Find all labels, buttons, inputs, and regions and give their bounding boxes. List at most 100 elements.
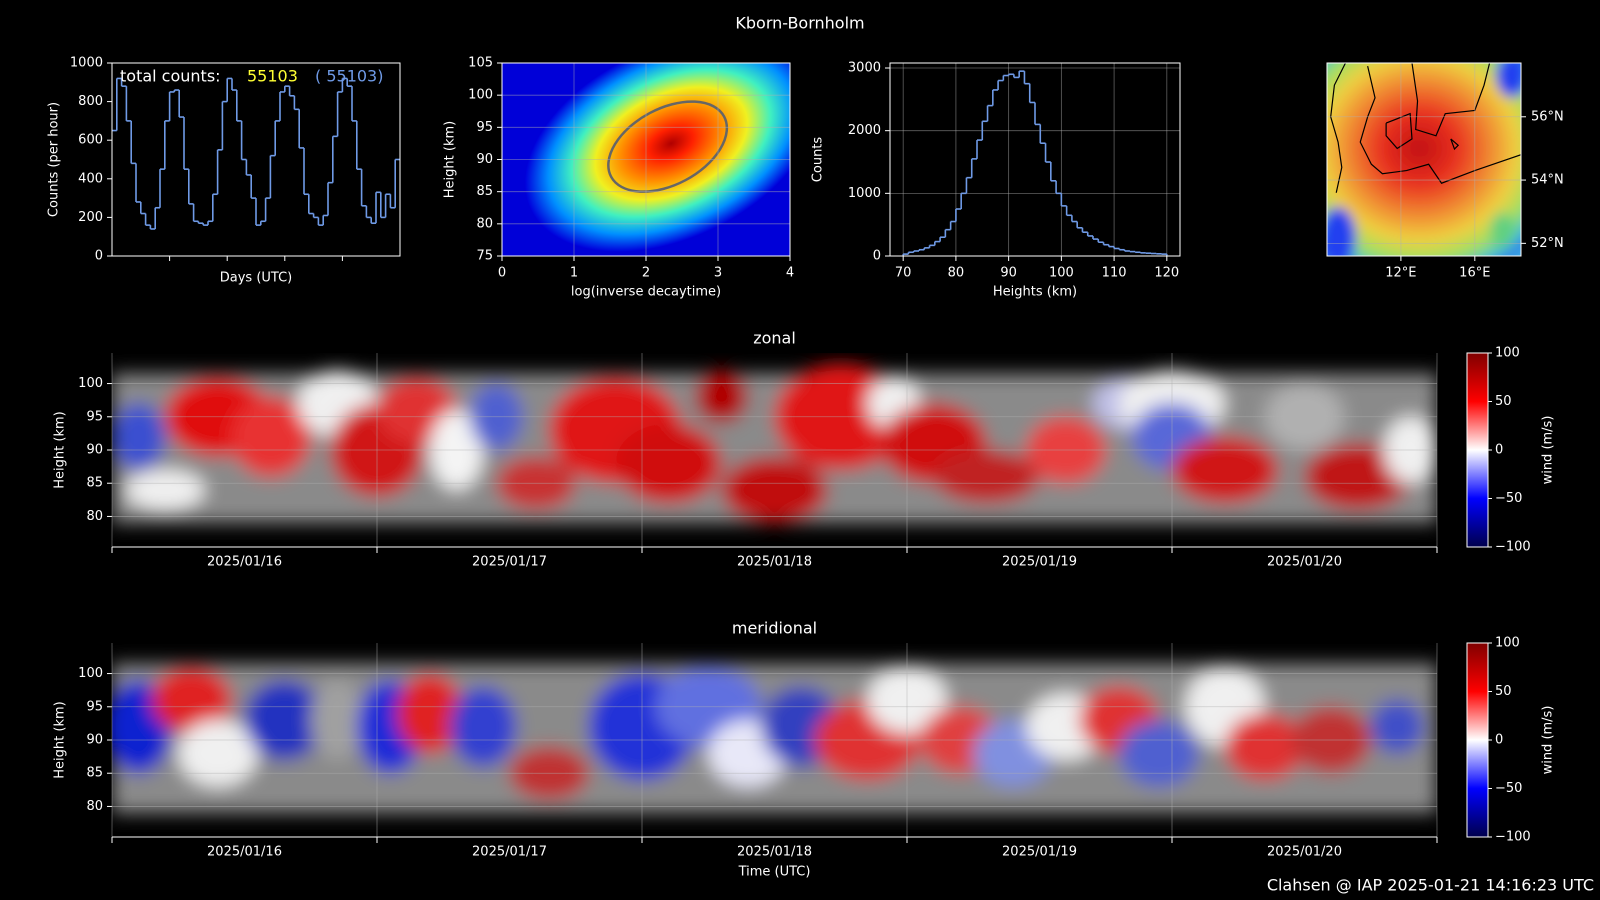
x-tick-label: 2025/01/16: [207, 555, 282, 570]
y-tick-label: 2000: [848, 123, 881, 138]
axes-frame: [889, 62, 1181, 257]
wind-blob: [1119, 720, 1199, 787]
y-tick-label: 0: [95, 249, 103, 264]
colorbar: [1466, 642, 1489, 838]
wind-blob: [310, 680, 364, 760]
annotation: ( 55103): [315, 67, 383, 86]
x-tick-label: 16°E: [1459, 266, 1490, 281]
x-tick-label: 110: [1102, 266, 1127, 281]
colorbar-tick-label: −50: [1495, 781, 1522, 796]
colorbar-tick-label: 50: [1495, 394, 1512, 409]
y-tick-label: 800: [78, 94, 103, 109]
wind-blob: [721, 456, 828, 524]
coastline: [1411, 63, 1491, 137]
y-tick-label: 80: [86, 509, 103, 524]
axes-frame: [501, 62, 791, 257]
x-tick-label: 2025/01/19: [1002, 555, 1077, 570]
y-tick-label: 85: [86, 476, 103, 491]
x-tick-label: 1: [570, 266, 578, 281]
y-tick-label: 95: [86, 699, 103, 714]
wind-blob: [1225, 713, 1305, 780]
map-field: [1490, 212, 1515, 249]
y-tick-label: 400: [78, 171, 103, 186]
coastline: [1359, 66, 1521, 184]
y-tick-label: 54°N: [1531, 173, 1564, 188]
x-tick-label: 2025/01/16: [207, 845, 282, 860]
y-tick-label: 90: [86, 443, 103, 458]
wind-blob: [933, 450, 1040, 504]
plot-area: [1327, 63, 1521, 256]
wind-blob: [125, 469, 205, 510]
y-tick-label: 52°N: [1531, 236, 1564, 251]
y-axis-label: Height (km): [53, 411, 68, 488]
map-field: [1495, 63, 1521, 98]
x-tick-label: 2025/01/19: [1002, 845, 1077, 860]
y-tick-label: 90: [476, 152, 493, 167]
y-tick-label: 100: [78, 666, 103, 681]
wind-blob: [695, 370, 748, 424]
y-tick-label: 80: [86, 799, 103, 814]
colorbar-tick-label: −50: [1495, 491, 1522, 506]
x-axis-label: Time (UTC): [738, 865, 811, 880]
colorbar-tick-label: 0: [1495, 443, 1503, 458]
plot-area: [112, 663, 1437, 814]
y-axis-label: Height (km): [53, 701, 68, 778]
x-tick-label: 2025/01/20: [1267, 555, 1342, 570]
y-tick-label: 90: [86, 733, 103, 748]
footer: Clahsen @ IAP 2025-01-21 14:16:23 UTC: [1267, 876, 1594, 895]
map-field: [1327, 207, 1357, 256]
wind-blob: [615, 423, 722, 504]
x-tick-label: 120: [1154, 266, 1179, 281]
y-tick-label: 1000: [848, 186, 881, 201]
coastline: [1450, 138, 1460, 151]
y-tick-label: 1000: [70, 56, 103, 71]
wind-image: [112, 363, 1437, 524]
x-tick-label: 2025/01/20: [1267, 845, 1342, 860]
y-tick-label: 85: [476, 184, 493, 199]
y-tick-label: 75: [476, 249, 493, 264]
x-tick-label: 3: [714, 266, 722, 281]
x-tick-label: 0: [498, 266, 506, 281]
y-tick-label: 100: [78, 376, 103, 391]
plot-area: [112, 363, 1437, 524]
figure-title: Kborn-Bornholm: [735, 14, 864, 33]
x-tick-label: 12°E: [1385, 266, 1416, 281]
x-axis-label: Heights (km): [993, 285, 1077, 300]
colorbar-tick-label: 100: [1495, 346, 1520, 361]
map-field: [1327, 63, 1521, 256]
colorbar-tick-label: −100: [1495, 540, 1531, 555]
wind-blob: [396, 673, 464, 754]
y-tick-label: 95: [86, 409, 103, 424]
x-tick-label: 2025/01/17: [472, 845, 547, 860]
axes-frame: [1326, 62, 1522, 257]
heatmap-image: [525, 63, 790, 252]
colorbar-tick-label: 50: [1495, 684, 1512, 699]
wind-image: [112, 663, 1437, 814]
x-tick-label: 4: [786, 266, 794, 281]
annotation: total counts:: [120, 67, 221, 86]
coastline: [1385, 112, 1413, 150]
wind-blob: [449, 686, 517, 767]
y-axis-label: Counts (per hour): [47, 102, 62, 217]
x-axis-label: log(inverse decaytime): [571, 285, 721, 300]
axes-title: meridional: [732, 619, 817, 638]
annotation: 55103: [247, 67, 298, 86]
colorbar-tick-label: −100: [1495, 830, 1531, 845]
contour: [607, 100, 729, 193]
y-tick-label: 0: [873, 249, 881, 264]
wind-blob: [178, 720, 258, 787]
y-tick-label: 3000: [848, 61, 881, 76]
x-tick-label: 70: [895, 266, 912, 281]
colorbar-tick-label: 0: [1495, 733, 1503, 748]
y-tick-label: 80: [476, 216, 493, 231]
y-tick-label: 56°N: [1531, 109, 1564, 124]
wind-blob: [1172, 436, 1278, 504]
x-axis-label: Days (UTC): [220, 271, 293, 286]
axes-frame: [111, 62, 401, 257]
x-tick-label: 80: [948, 266, 965, 281]
y-tick-label: 105: [468, 56, 493, 71]
y-tick-label: 85: [86, 766, 103, 781]
x-tick-label: 2: [642, 266, 650, 281]
plot-area: [502, 63, 790, 256]
